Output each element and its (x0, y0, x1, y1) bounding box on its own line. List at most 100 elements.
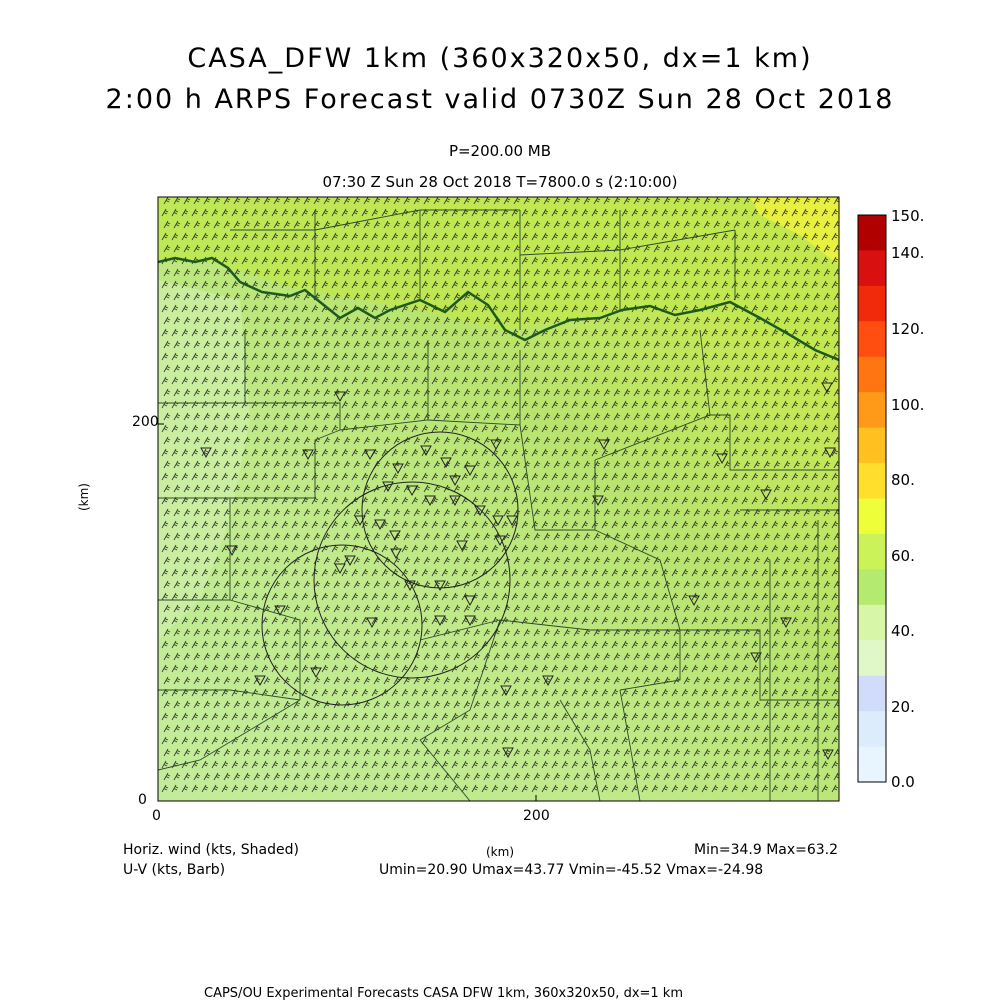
wind-barb (763, 197, 771, 205)
wind-barb (201, 352, 209, 361)
wind-barb (801, 448, 809, 457)
wind-barb (273, 364, 281, 373)
wind-barb (453, 197, 461, 205)
wind-barb (193, 244, 201, 253)
wind-barb (353, 244, 361, 253)
wind-barb (293, 244, 301, 253)
wind-barb (291, 280, 299, 289)
wind-barb (241, 520, 249, 529)
wind-barb (803, 197, 811, 205)
wind-barb (811, 208, 819, 217)
wind-barb (653, 436, 661, 445)
wind-barb (443, 436, 451, 445)
wind-barb (703, 220, 711, 229)
wind-barb (221, 256, 229, 265)
wind-barb (663, 197, 671, 205)
wind-barb (741, 280, 749, 289)
wind-barb (681, 304, 689, 313)
wind-barb (603, 388, 611, 397)
wind-barb (283, 388, 291, 397)
wind-barb (691, 448, 699, 457)
wind-barb (273, 244, 281, 253)
wind-barb (761, 280, 769, 289)
wind-barb (623, 316, 631, 325)
wind-barb (471, 328, 479, 337)
wind-barb (453, 436, 461, 445)
wind-barb (273, 532, 281, 541)
wind-barb (783, 484, 791, 493)
wind-barb (271, 472, 279, 481)
wind-barb (511, 256, 519, 265)
wind-barb (583, 388, 591, 397)
colorbar-label: 140. (891, 244, 925, 262)
colorbar-swatch (858, 215, 886, 251)
wind-barb (291, 520, 299, 529)
wind-barb (333, 197, 341, 205)
wind-barb (341, 472, 349, 481)
wind-barb (541, 280, 549, 289)
colorbar-swatch (858, 675, 886, 712)
wind-barb (253, 340, 261, 349)
wind-barb (513, 388, 521, 397)
wind-barb (251, 448, 259, 457)
wind-barb (423, 197, 431, 205)
wind-barb (201, 472, 209, 481)
wind-barb (171, 472, 179, 481)
wind-barb (571, 376, 579, 385)
wind-barb (383, 220, 391, 229)
wind-barb (741, 328, 749, 337)
wind-barb (561, 400, 569, 409)
wind-barb (753, 220, 761, 229)
wind-barb (753, 460, 761, 469)
wind-barb (461, 448, 469, 457)
wind-barb (541, 496, 549, 505)
wind-barb (233, 412, 241, 421)
wind-barb (411, 256, 419, 265)
wind-barb (713, 316, 721, 325)
wind-barb (453, 484, 461, 493)
wind-barb (483, 388, 491, 397)
wind-barb (801, 496, 809, 505)
wind-barb (233, 197, 241, 205)
wind-barb (563, 340, 571, 349)
wind-barb (313, 197, 321, 205)
wind-barb (293, 340, 301, 349)
wind-barb (373, 244, 381, 253)
wind-barb (651, 328, 659, 337)
wind-barb (533, 412, 541, 421)
wind-barb (683, 244, 691, 253)
wind-barb (343, 340, 351, 349)
wind-barb (301, 280, 309, 289)
wind-barb (173, 340, 181, 349)
wind-barb (713, 220, 721, 229)
wind-barb (831, 208, 839, 217)
wind-barb (701, 328, 709, 337)
wind-barb (193, 412, 201, 421)
wind-barb (281, 376, 289, 385)
wind-barb (223, 364, 231, 373)
wind-barb (673, 292, 681, 301)
wind-barb (751, 280, 759, 289)
colorbar-swatch (858, 392, 886, 429)
wind-barb (181, 520, 189, 529)
wind-barb (591, 280, 599, 289)
wind-barb (191, 520, 199, 529)
wind-barb (711, 496, 719, 505)
wind-barb (451, 328, 459, 337)
wind-barb (453, 268, 461, 277)
wind-barb (541, 424, 549, 433)
wind-barb (483, 460, 491, 469)
wind-barb (813, 364, 821, 373)
wind-barb (393, 220, 401, 229)
wind-barb (431, 280, 439, 289)
wind-barb (501, 424, 509, 433)
wind-barb (171, 208, 179, 217)
wind-barb (531, 304, 539, 313)
wind-barb (501, 280, 509, 289)
wind-barb (721, 376, 729, 385)
wind-barb (283, 244, 291, 253)
wind-barb (483, 197, 491, 205)
wind-barb (463, 197, 471, 205)
wind-barb (543, 340, 551, 349)
wind-barb (321, 352, 329, 361)
